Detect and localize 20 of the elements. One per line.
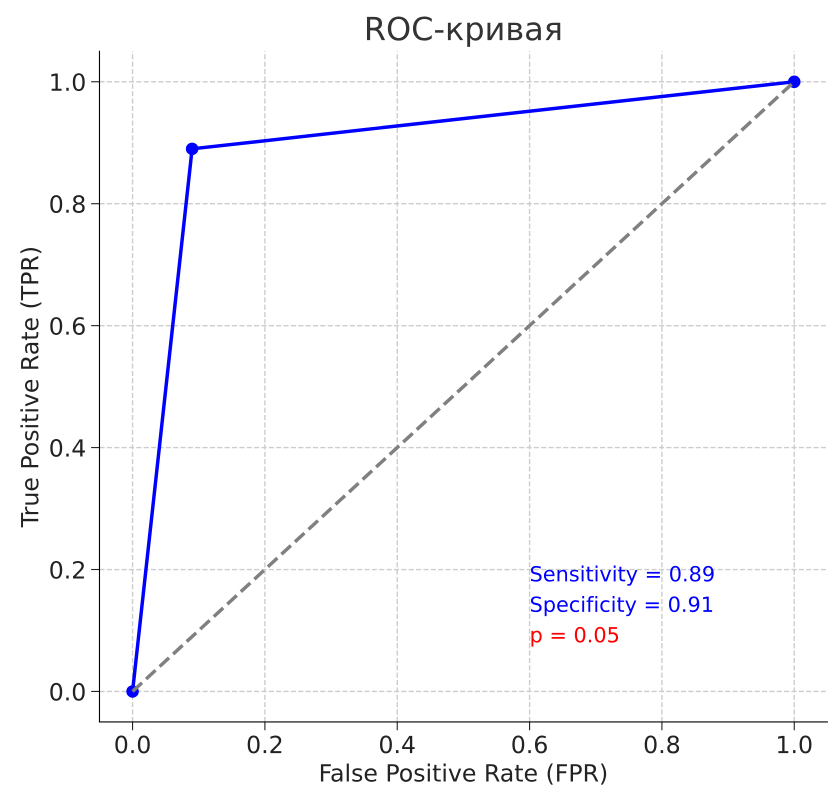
chart-title: ROC-кривая	[366, 16, 560, 47]
y-tick-label: 0.2	[50, 560, 84, 579]
y-axis-title: True Positive Rate (TPR)	[20, 248, 42, 528]
x-tick-label: 0.2	[248, 736, 282, 754]
annotation: p = 0.05	[531, 626, 618, 647]
x-tick-label: 0.0	[115, 736, 150, 754]
annotation: Sensitivity = 0.89	[530, 566, 714, 586]
y-tick-label: 0.6	[50, 317, 85, 335]
x-tick-label: 0.8	[644, 736, 680, 754]
y-tick-label: 0.8	[50, 195, 85, 214]
point	[186, 142, 198, 156]
x-axis-title: False Positive Rate (FPR)	[320, 764, 606, 785]
y-tick-label: 1.0	[51, 73, 85, 92]
y-tick-label: 0.4	[50, 439, 85, 457]
annotation: Specificity = 0.91	[530, 596, 712, 616]
y-tick-label: 0.0	[50, 682, 85, 701]
x-tick-label: 1.0	[778, 736, 812, 754]
point	[788, 76, 801, 88]
x-tick-label: 0.6	[512, 736, 547, 754]
x-tick-label: 0.4	[380, 736, 415, 754]
